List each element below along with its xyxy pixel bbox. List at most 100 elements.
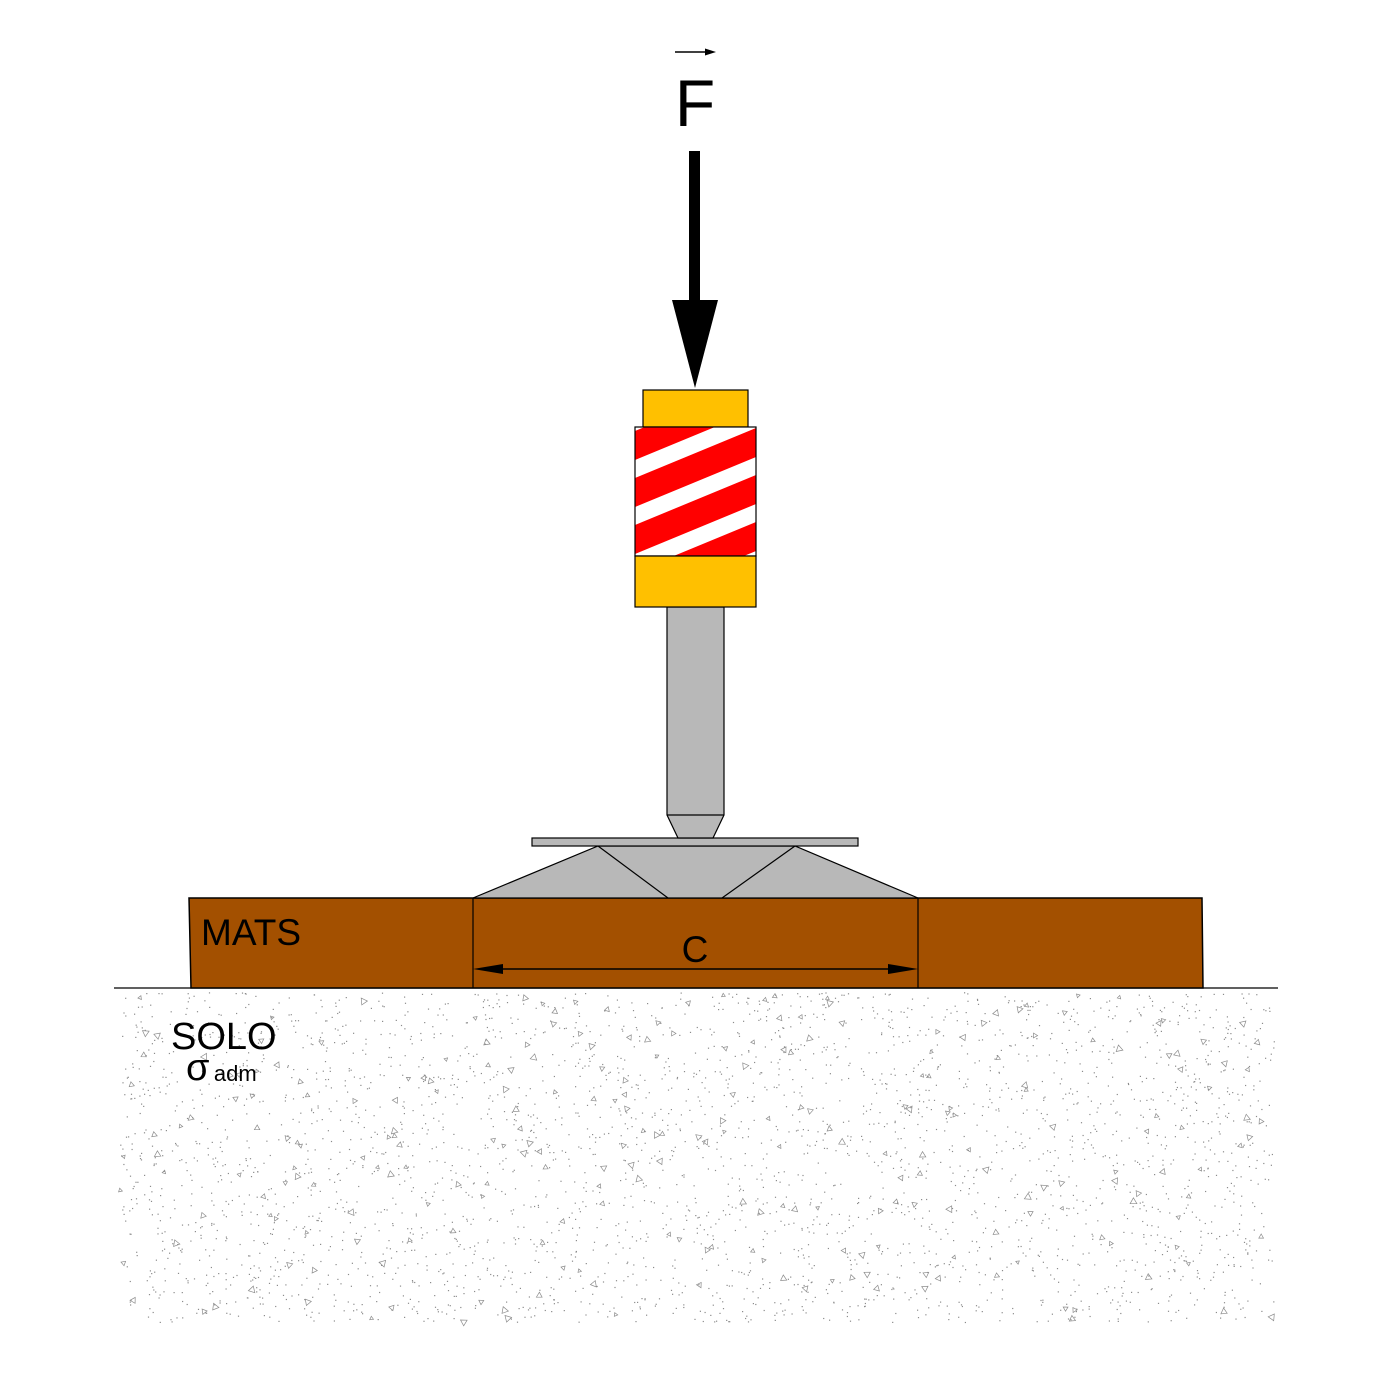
soil-speck — [1143, 1234, 1145, 1236]
soil-speck — [1109, 1000, 1111, 1002]
soil-speck — [887, 1273, 889, 1275]
soil-speck — [565, 1191, 567, 1193]
soil-speck — [268, 1189, 270, 1191]
soil-aggregate — [200, 1211, 207, 1219]
soil-speck — [900, 1138, 902, 1140]
soil-speck — [943, 1263, 945, 1265]
soil-speck — [935, 1084, 937, 1086]
soil-speck — [223, 1214, 225, 1216]
soil-speck — [584, 1172, 586, 1174]
soil-speck — [773, 1002, 775, 1004]
soil-speck — [793, 1248, 795, 1251]
soil-speck — [1183, 1260, 1185, 1262]
soil-speck — [670, 1289, 673, 1291]
soil-speck — [404, 1250, 406, 1253]
soil-speck — [809, 1145, 811, 1147]
soil-speck — [748, 997, 750, 999]
soil-speck — [222, 1165, 224, 1167]
soil-speck — [790, 1049, 792, 1051]
soil-speck — [575, 1086, 577, 1088]
soil-speck — [752, 1100, 754, 1102]
soil-speck — [288, 1014, 290, 1016]
soil-speck — [622, 1030, 624, 1032]
soil-speck — [871, 1103, 873, 1105]
soil-speck — [927, 997, 929, 999]
soil-speck — [743, 1020, 745, 1022]
soil-speck — [407, 1228, 409, 1230]
soil-speck — [669, 1159, 671, 1161]
soil-speck — [179, 1160, 181, 1162]
soil-speck — [209, 1033, 211, 1036]
soil-speck — [1029, 1006, 1031, 1008]
soil-speck — [954, 1005, 956, 1007]
soil-speck — [139, 1158, 142, 1160]
soil-speck — [415, 1215, 417, 1217]
soil-speck — [132, 1066, 134, 1068]
soil-speck — [1208, 1040, 1210, 1042]
soil-speck — [226, 1051, 228, 1054]
soil-speck — [245, 1158, 247, 1160]
soil-speck — [248, 1003, 250, 1006]
soil-speck — [1119, 1260, 1121, 1262]
soil-speck — [1142, 1201, 1144, 1203]
soil-speck — [200, 1234, 202, 1236]
soil-speck — [643, 1257, 645, 1259]
soil-speck — [774, 1230, 776, 1232]
soil-speck — [805, 1299, 807, 1301]
soil-speck — [1020, 1133, 1022, 1135]
soil-speck — [684, 1285, 686, 1287]
soil-speck — [662, 1119, 664, 1121]
soil-speck — [236, 1012, 238, 1015]
soil-speck — [1174, 1261, 1176, 1264]
soil-aggregate — [787, 1049, 795, 1056]
soil-speck — [803, 1045, 806, 1047]
soil-speck — [1080, 1300, 1082, 1302]
soil-speck — [561, 1276, 563, 1278]
soil-aggregate — [599, 1066, 606, 1072]
soil-speck — [122, 1209, 124, 1211]
soil-speck — [285, 1094, 287, 1096]
soil-speck — [232, 1119, 234, 1121]
soil-speck — [1253, 1229, 1255, 1231]
soil-aggregate — [613, 1312, 619, 1317]
soil-speck — [965, 1269, 967, 1271]
soil-area — [118, 988, 1278, 1328]
soil-speck — [1092, 1238, 1094, 1240]
soil-speck — [438, 1270, 440, 1273]
soil-speck — [255, 1277, 257, 1279]
soil-speck — [1177, 1023, 1179, 1026]
soil-speck — [459, 1055, 461, 1057]
soil-speck — [1255, 1115, 1258, 1118]
soil-aggregate — [897, 1174, 904, 1182]
soil-speck — [632, 1206, 634, 1208]
soil-speck — [506, 1002, 509, 1004]
soil-speck — [835, 1150, 837, 1152]
soil-speck — [162, 1041, 164, 1043]
soil-speck — [322, 1138, 324, 1140]
soil-speck — [326, 1020, 328, 1022]
soil-speck — [1232, 1092, 1234, 1094]
soil-speck — [586, 1128, 589, 1130]
soil-speck — [347, 1301, 349, 1303]
soil-speck — [208, 1022, 210, 1024]
soil-speck — [1183, 1212, 1185, 1214]
soil-speck — [169, 1252, 171, 1254]
soil-speck — [527, 1114, 529, 1116]
soil-speck — [1068, 1208, 1070, 1210]
soil-speck — [1247, 1253, 1249, 1255]
soil-speck — [771, 1039, 773, 1041]
soil-speck — [1061, 1042, 1063, 1044]
soil-speck — [927, 1163, 929, 1165]
soil-speck — [977, 1003, 980, 1005]
soil-speck — [241, 1214, 243, 1216]
soil-speck — [897, 1254, 899, 1256]
soil-speck — [450, 1170, 452, 1172]
soil-speck — [553, 1299, 555, 1301]
soil-speck — [867, 1262, 869, 1264]
soil-speck — [308, 1215, 310, 1218]
soil-speck — [793, 1091, 795, 1093]
soil-speck — [967, 993, 969, 995]
soil-speck — [240, 1038, 242, 1040]
soil-speck — [575, 1112, 577, 1114]
soil-speck — [1001, 1312, 1003, 1314]
